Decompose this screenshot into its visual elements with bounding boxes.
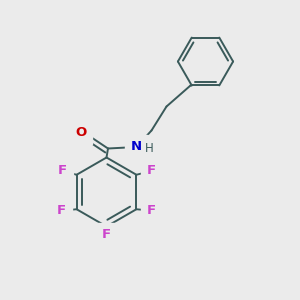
Text: F: F <box>147 164 156 178</box>
Text: F: F <box>102 228 111 241</box>
Text: F: F <box>147 204 156 217</box>
Text: H: H <box>145 142 154 155</box>
Text: O: O <box>76 126 87 139</box>
Text: N: N <box>131 140 142 154</box>
Text: F: F <box>57 204 66 217</box>
Text: F: F <box>58 164 67 178</box>
